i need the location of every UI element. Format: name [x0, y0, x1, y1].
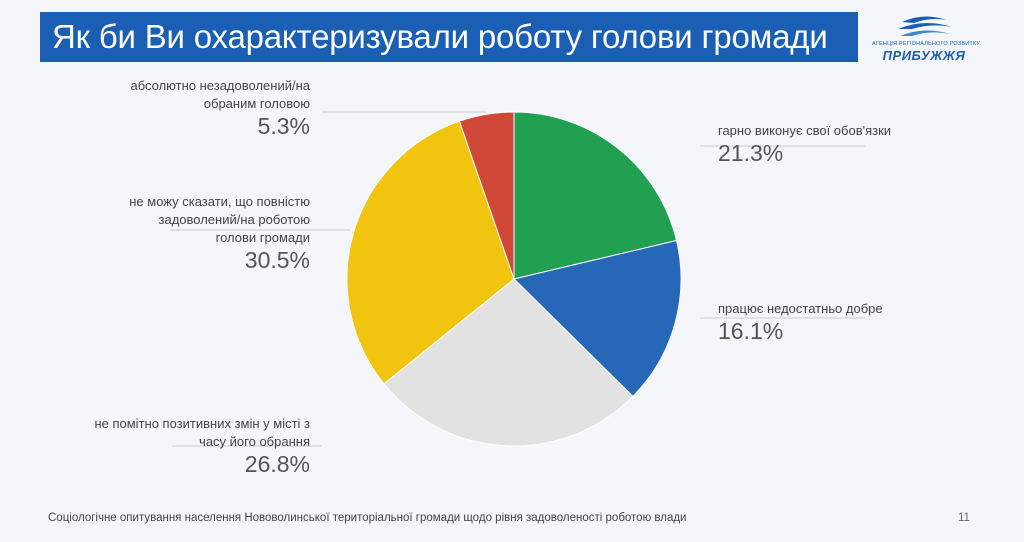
pie-slices [346, 111, 682, 447]
title-banner: Як би Ви охарактеризували роботу голови … [40, 12, 858, 62]
slice-value-label: 16.1% [718, 318, 783, 344]
page-number: 11 [958, 512, 970, 524]
pie-slice [458, 111, 515, 280]
slice-value-label: 30.5% [245, 247, 310, 273]
wave-logo-icon [898, 16, 952, 36]
page-title: Як би Ви охарактеризували роботу голови … [52, 18, 828, 55]
logo-subtitle: АГЕНЦІЯ РЕГІОНАЛЬНОГО РОЗВИТКУ [872, 41, 981, 47]
logo-name: ПРИБУЖЖЯ [882, 48, 966, 63]
slice-category-label: задоволений/на роботою [159, 212, 311, 227]
slice-value-label: 5.3% [258, 113, 310, 139]
slice-category-label: працює недостатньо добре [718, 301, 883, 316]
slice-category-label: не можу сказати, що повністю [129, 194, 310, 209]
slice-category-label: гарно виконує свої обов'язки [718, 123, 891, 138]
slice-value-label: 21.3% [718, 140, 783, 166]
pie-slice [513, 111, 678, 280]
agency-logo: АГЕНЦІЯ РЕГІОНАЛЬНОГО РОЗВИТКУ ПРИБУЖЖЯ [872, 12, 981, 64]
pie-slice [383, 278, 634, 447]
slice-category-label: голови громади [216, 230, 310, 245]
pie-slice [346, 120, 515, 385]
pie-slice [513, 239, 682, 398]
footer-note: Соціологічне опитування населення Новово… [48, 512, 687, 524]
slice-value-label: 26.8% [245, 451, 310, 477]
slice-category-label: часу його обрання [199, 434, 310, 449]
slice-category-label: обраним головою [204, 96, 310, 111]
pie-labels: гарно виконує свої обов'язки 21.3% працює … [94, 78, 891, 477]
slice-category-label: не помітно позитивних змін у місті з [94, 416, 310, 431]
slice-category-label: абсолютно незадоволений/на [130, 78, 310, 93]
